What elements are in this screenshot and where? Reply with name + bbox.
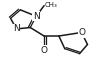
Text: N: N: [13, 24, 20, 33]
Text: O: O: [78, 28, 85, 37]
Text: CH₃: CH₃: [45, 2, 57, 8]
Text: N: N: [33, 12, 40, 21]
Text: O: O: [41, 46, 48, 55]
